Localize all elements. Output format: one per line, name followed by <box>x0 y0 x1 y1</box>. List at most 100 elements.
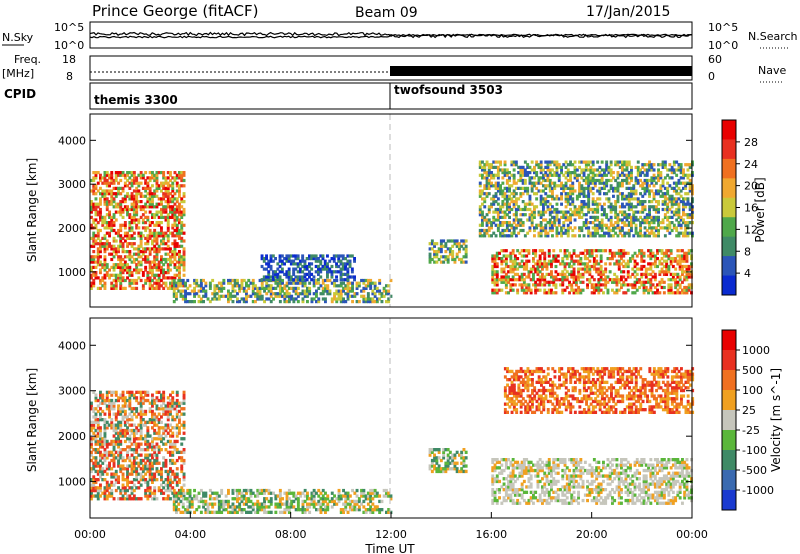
data-cell-p1-r0 <box>110 442 114 446</box>
data-cell-p0-r5 <box>537 231 541 235</box>
data-cell-p0-r0 <box>153 215 157 219</box>
data-cell-p0-r0 <box>166 228 170 233</box>
data-cell-p1-r0 <box>153 472 157 476</box>
data-cell-p0-r5 <box>679 163 683 167</box>
data-cell-p0-r4 <box>574 283 578 287</box>
data-cell-p0-r4 <box>685 259 689 263</box>
data-cell-p1-r0 <box>135 445 139 449</box>
data-cell-p0-r5 <box>553 223 557 227</box>
data-cell-p0-r0 <box>153 244 157 248</box>
data-cell-p0-r5 <box>630 173 633 177</box>
data-cell-p0-r5 <box>517 197 521 201</box>
data-cell-p0-r1 <box>220 289 224 293</box>
data-cell-p0-r0 <box>119 223 123 227</box>
data-cell-p1-r0 <box>105 456 109 460</box>
data-cell-p0-r1 <box>287 300 291 304</box>
data-cell-p1-r0 <box>132 439 136 444</box>
data-cell-p0-r2 <box>278 275 282 279</box>
data-cell-p0-r1 <box>193 289 196 293</box>
data-cell-p0-r1 <box>242 278 246 283</box>
data-cell-p1-r0 <box>148 486 152 490</box>
data-cell-p0-r4 <box>658 283 662 287</box>
data-cell-p0-r2 <box>289 278 293 282</box>
data-cell-p0-r5 <box>496 218 500 222</box>
data-cell-p0-r1 <box>233 284 237 288</box>
data-cell-p0-r5 <box>679 181 683 185</box>
data-cell-p0-r5 <box>688 184 692 188</box>
data-cell-p1-r0 <box>90 407 93 411</box>
data-cell-p0-r5 <box>614 205 618 209</box>
data-cell-p0-r5 <box>630 176 633 180</box>
data-cell-p0-r1 <box>227 292 230 296</box>
data-cell-p0-r5 <box>539 160 543 164</box>
data-cell-p0-r0 <box>155 210 159 214</box>
data-cell-p0-r0 <box>128 278 132 283</box>
data-cell-p0-r1 <box>211 278 215 283</box>
data-cell-p0-r5 <box>485 218 489 222</box>
data-cell-p0-r5 <box>625 194 629 198</box>
data-cell-p0-r5 <box>496 226 500 230</box>
data-cell-p0-r4 <box>583 264 587 269</box>
data-cell-p0-r0 <box>114 252 118 256</box>
data-cell-p0-r0 <box>108 234 111 238</box>
data-cell-p0-r0 <box>164 218 168 222</box>
data-cell-p0-r5 <box>546 168 550 172</box>
data-cell-p0-r5 <box>528 207 532 212</box>
data-cell-p0-r4 <box>574 275 578 279</box>
data-cell-p0-r0 <box>135 194 139 198</box>
data-cell-p0-r2 <box>310 272 314 276</box>
data-cell-p0-r4 <box>500 278 504 282</box>
data-cell-p0-r2 <box>323 262 327 266</box>
data-cell-p0-r2 <box>317 259 320 263</box>
data-cell-p0-r0 <box>141 273 145 277</box>
data-cell-p0-r0 <box>160 181 163 185</box>
data-cell-p1-r0 <box>135 407 139 411</box>
data-cell-p0-r5 <box>600 207 604 212</box>
data-cell-p0-r0 <box>119 178 123 183</box>
cpid-frame <box>89 82 693 110</box>
data-cell-p0-r1 <box>371 300 375 304</box>
data-cell-p0-r5 <box>582 160 586 164</box>
data-cell-p0-r4 <box>638 249 641 253</box>
data-cell-p1-r0 <box>105 494 109 498</box>
data-cell-p0-r5 <box>643 181 647 185</box>
data-cell-p0-r0 <box>148 286 152 290</box>
data-cell-p0-r1 <box>233 289 237 293</box>
data-cell-p1-r0 <box>108 491 111 495</box>
data-cell-p0-r0 <box>180 215 184 219</box>
data-cell-p0-r1 <box>346 292 350 296</box>
data-cell-p1-r0 <box>92 415 96 419</box>
data-cell-p0-r5 <box>508 189 511 193</box>
data-cell-p0-r5 <box>643 205 647 209</box>
data-cell-p1-r0 <box>128 456 132 460</box>
data-cell-p0-r5 <box>675 207 679 212</box>
data-cell-p0-r0 <box>175 226 179 230</box>
data-cell-p0-r4 <box>597 267 601 271</box>
data-cell-p1-r0 <box>123 409 127 414</box>
data-cell-p0-r0 <box>110 202 114 206</box>
data-cell-p0-r5 <box>623 178 627 183</box>
data-cell-p0-r5 <box>684 205 688 209</box>
data-cell-p1-r0 <box>112 442 116 446</box>
data-cell-p1-r0 <box>119 428 123 433</box>
data-cell-p1-r0 <box>141 437 145 441</box>
data-cell-p0-r5 <box>636 218 640 222</box>
data-cell-p0-r5 <box>519 171 523 175</box>
data-cell-p0-r4 <box>543 288 547 292</box>
data-cell-p0-r1 <box>321 297 325 301</box>
data-cell-p0-r4 <box>554 259 558 263</box>
data-cell-p0-r1 <box>177 289 181 293</box>
data-cell-p1-r0 <box>164 483 168 487</box>
data-cell-p0-r5 <box>632 221 636 225</box>
data-cell-p0-r5 <box>596 215 600 219</box>
data-cell-p0-r0 <box>169 260 172 264</box>
data-cell-p0-r0 <box>132 268 136 272</box>
data-cell-p0-r5 <box>530 189 534 193</box>
data-cell-p0-r0 <box>166 186 170 190</box>
data-cell-p1-r0 <box>119 420 123 424</box>
data-cell-p0-r0 <box>141 257 145 262</box>
data-cell-p0-r2 <box>287 272 291 276</box>
data-cell-p0-r5 <box>546 160 550 164</box>
data-cell-p0-r5 <box>593 218 597 222</box>
data-cell-p0-r2 <box>298 270 302 274</box>
